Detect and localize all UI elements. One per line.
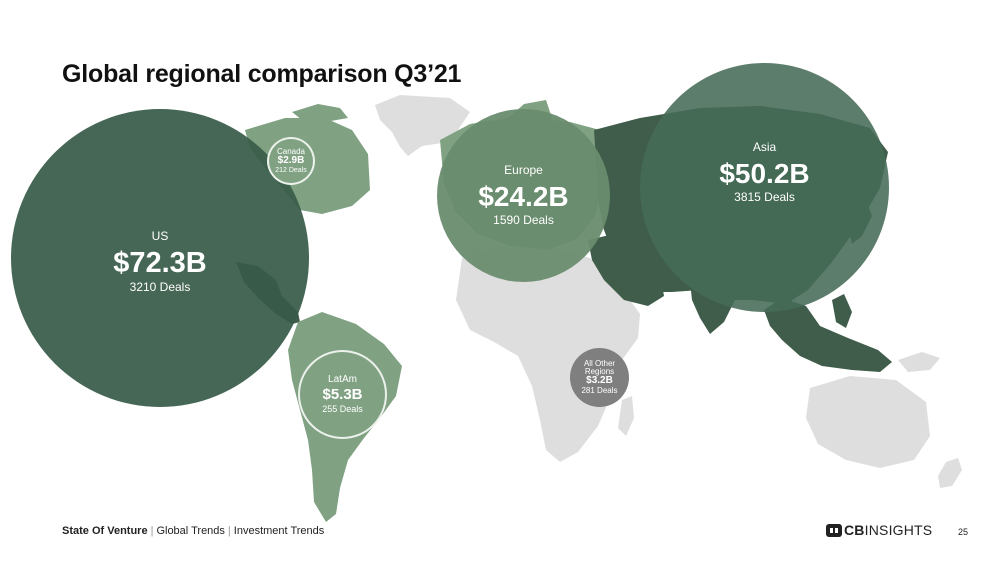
canada-deals: 212 Deals xyxy=(275,166,307,174)
page-title: Global regional comparison Q3’21 xyxy=(62,60,462,88)
australia-shape xyxy=(806,376,930,468)
europe-region-label: Europe xyxy=(504,163,543,178)
latam-amount: $5.3B xyxy=(322,386,363,404)
asia-amount: $50.2B xyxy=(719,157,810,189)
logo-prefix: CB xyxy=(844,522,865,538)
us-amount: $72.3B xyxy=(113,246,207,279)
pacific-islands-shape xyxy=(898,352,940,372)
new-zealand-shape xyxy=(938,458,962,488)
us-deals: 3210 Deals xyxy=(129,280,191,295)
other-region-label: All Other Regions xyxy=(583,358,616,377)
other-deals: 281 Deals xyxy=(581,385,618,395)
southeast-asia-shape xyxy=(764,298,892,372)
cb-insights-logo-icon xyxy=(826,523,842,537)
other-regions-bubble: All Other Regions $3.2B 281 Deals xyxy=(570,348,629,407)
logo-suffix: INSIGHTS xyxy=(864,522,933,538)
arctic-islands-shape xyxy=(292,104,348,122)
us-region-label: US xyxy=(151,229,169,244)
europe-deals: 1590 Deals xyxy=(493,213,554,228)
middle-east-shape xyxy=(588,234,664,306)
canada-region-label: Canada xyxy=(276,146,306,156)
us-bubble: US $72.3B 3210 Deals xyxy=(11,109,309,407)
asia-region-label: Asia xyxy=(752,140,777,155)
footer-section-investment: Investment Trends xyxy=(233,525,325,537)
europe-amount: $24.2B xyxy=(478,180,569,212)
latam-bubble: LatAm $5.3B 255 Deals xyxy=(298,350,387,439)
footer-section-global: Global Trends xyxy=(156,525,225,537)
madagascar-shape xyxy=(618,396,634,436)
asia-bubble: Asia $50.2B 3815 Deals xyxy=(640,63,889,312)
latam-region-label: LatAm xyxy=(328,373,357,385)
other-amount: $3.2B xyxy=(586,375,613,387)
footer-breadcrumb: State Of Venture | Global Trends | Investmen… xyxy=(62,525,324,537)
cb-insights-logo: CB INSIGHTS xyxy=(826,522,932,538)
canada-amount: $2.9B xyxy=(277,155,305,167)
africa-shape xyxy=(456,246,640,462)
greenland-shape xyxy=(375,95,470,156)
asia-deals: 3815 Deals xyxy=(734,190,795,205)
latam-deals: 255 Deals xyxy=(322,403,363,414)
philippines-shape xyxy=(832,294,852,328)
footer-separator: | xyxy=(150,525,154,537)
page-number: 25 xyxy=(958,527,969,537)
footer-report-name: State Of Venture xyxy=(62,525,148,537)
europe-bubble: Europe $24.2B 1590 Deals xyxy=(437,109,610,282)
canada-bubble: Canada $2.9B 212 Deals xyxy=(267,137,315,185)
footer-separator: | xyxy=(227,525,231,537)
